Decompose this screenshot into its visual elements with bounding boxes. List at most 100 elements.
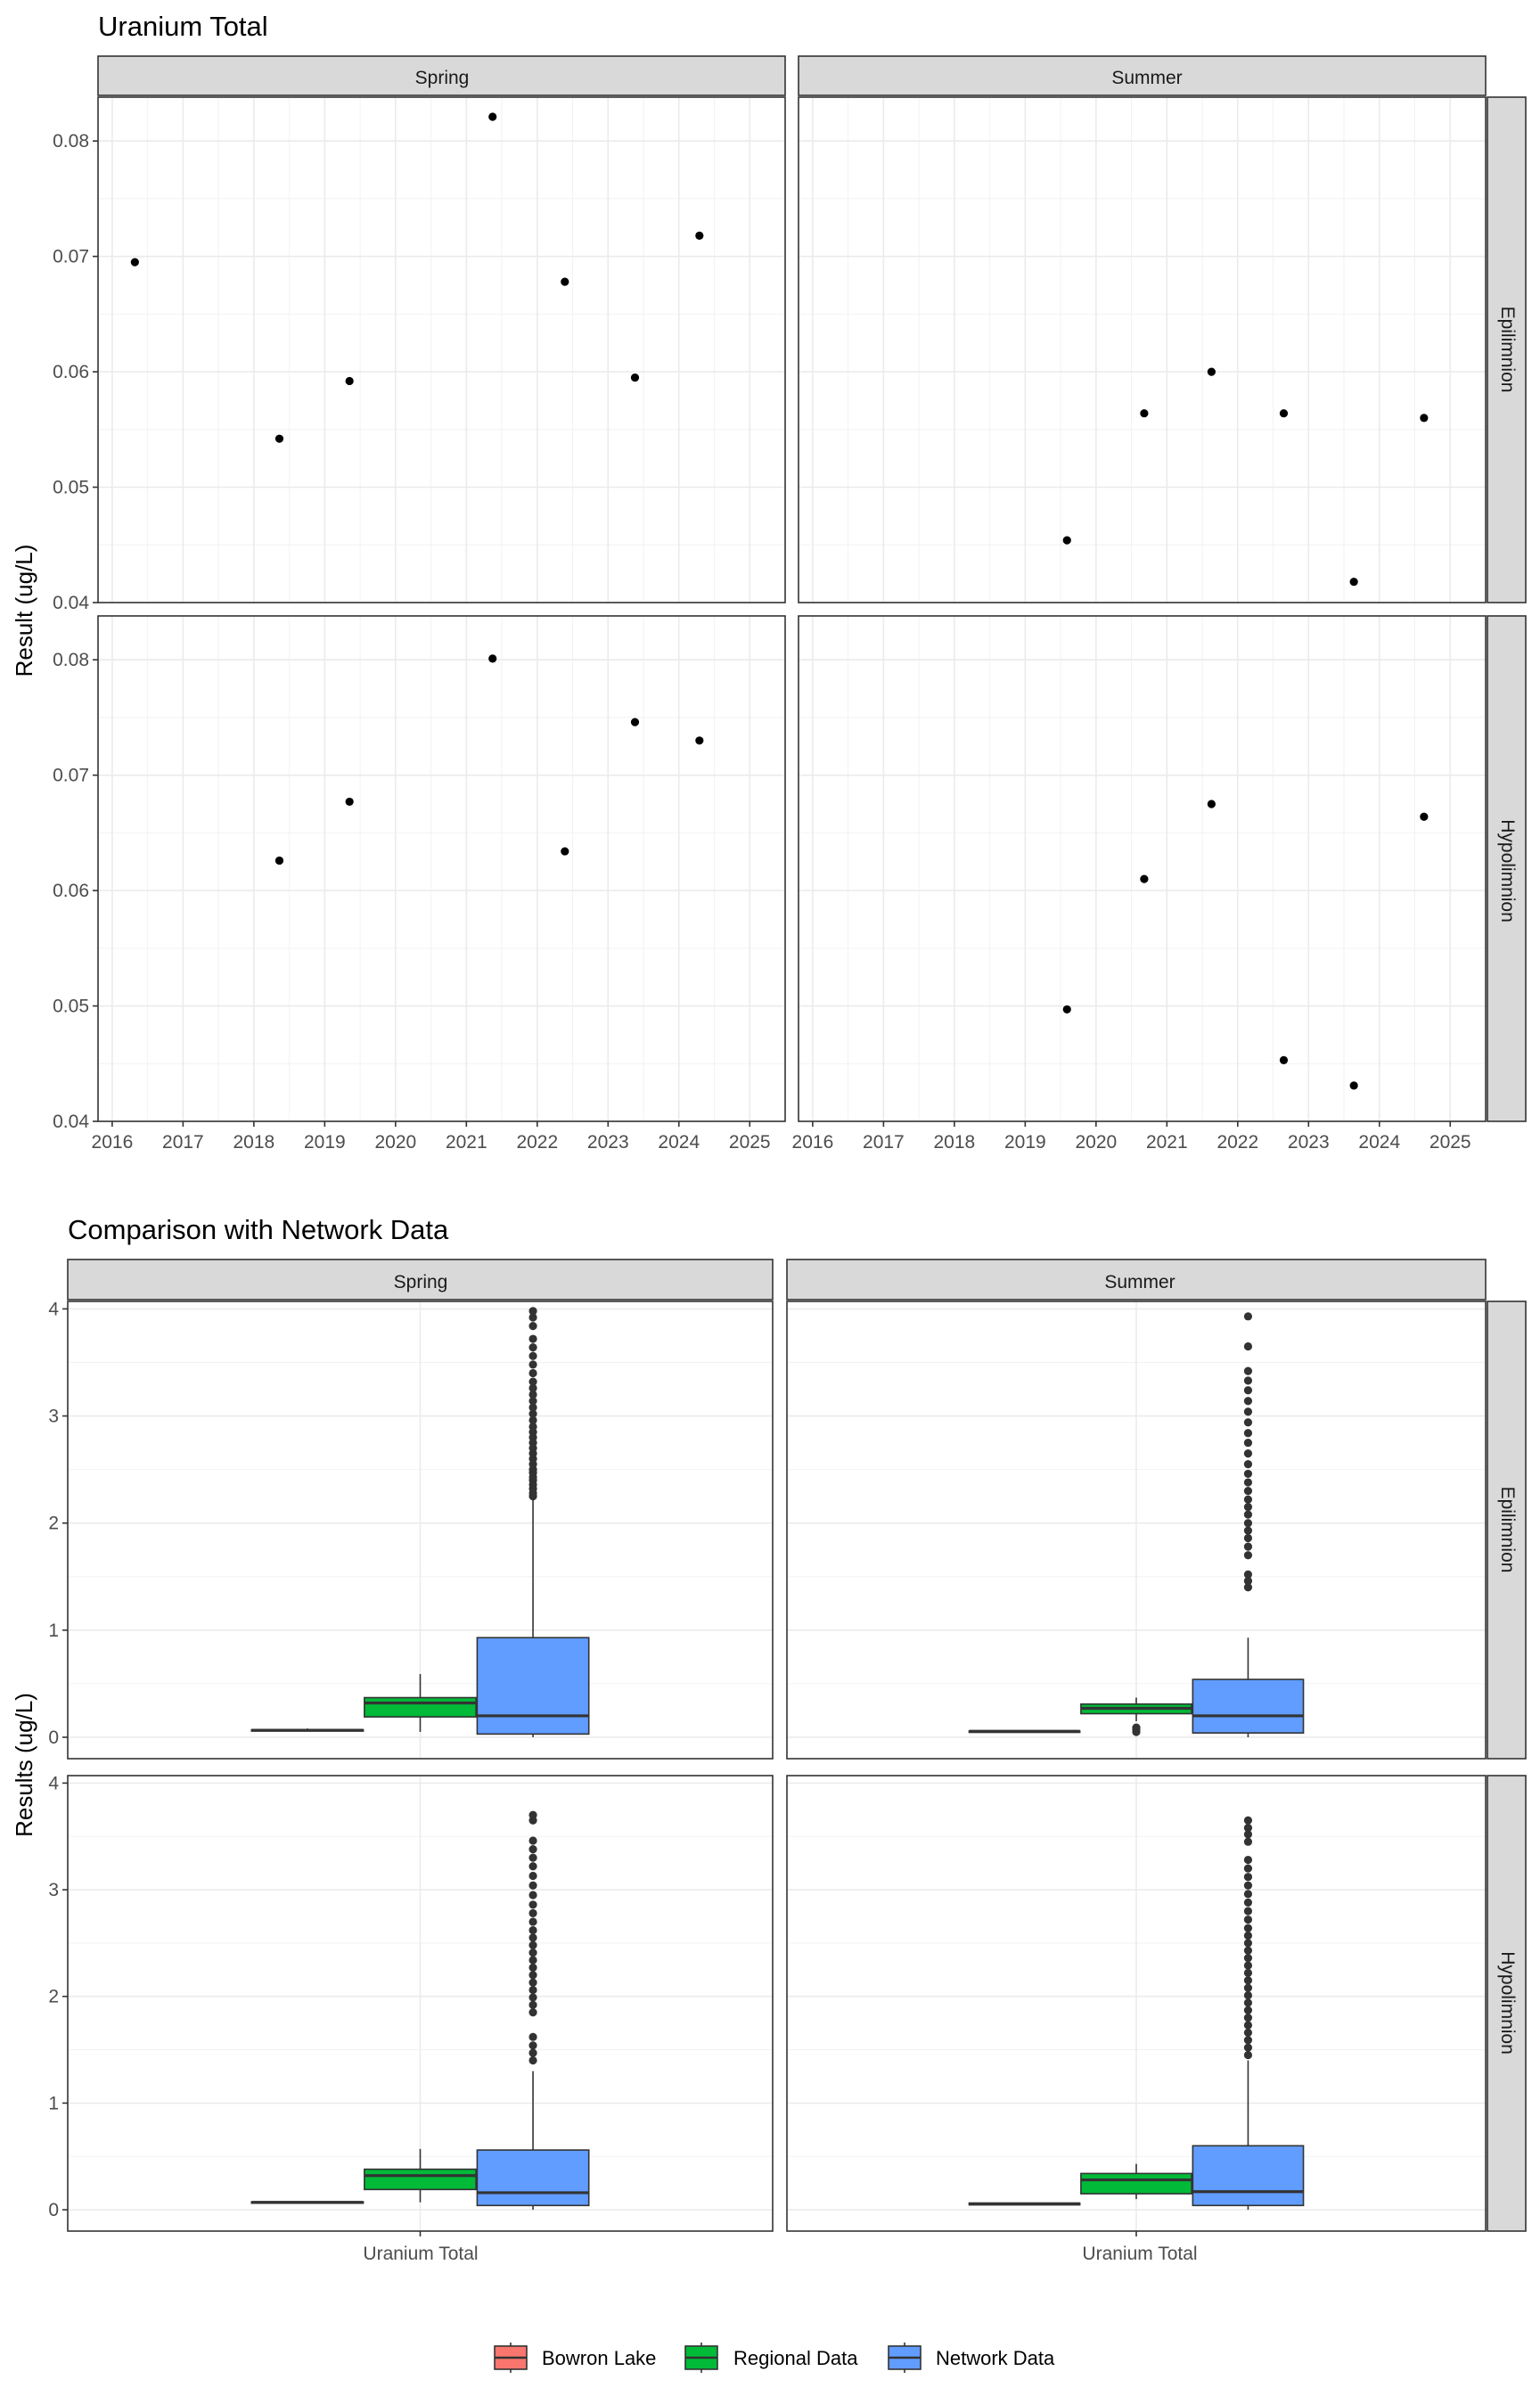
scatter-panel-summer-epilimnion (798, 96, 1487, 603)
outlier-point (1243, 1898, 1253, 1908)
outlier-point (528, 1978, 537, 1987)
outlier-point (528, 1949, 537, 1957)
x-tick-label: 2017 (162, 1132, 204, 1153)
data-point-7 (695, 231, 704, 240)
outlier-point (528, 1322, 537, 1331)
panel-border (786, 1301, 1487, 1760)
data-point-4 (561, 847, 569, 856)
data-point-6 (1420, 414, 1429, 423)
data-point-2 (1140, 409, 1149, 418)
outlier-point (1243, 1583, 1253, 1592)
outlier-point (1243, 2028, 1253, 2038)
y-tick-label: 0.04 (53, 593, 89, 613)
data-point-5 (1349, 1081, 1358, 1090)
outlier-point (528, 1307, 537, 1316)
outlier-point (528, 1853, 537, 1862)
box-body (1192, 1678, 1305, 1734)
outlier-point (1243, 1312, 1253, 1321)
outlier-point (528, 1383, 537, 1392)
panel-background (799, 616, 1486, 1121)
outlier-point (1243, 1931, 1253, 1941)
box-panel-spring-epilimnion (67, 1301, 774, 1760)
outlier-point (1132, 1723, 1141, 1732)
x-tick-label: 2020 (1075, 1132, 1117, 1153)
data-point-2 (274, 434, 284, 443)
outlier-point (528, 1900, 537, 1909)
x-tick-label: 2021 (446, 1132, 487, 1153)
x-tick-label: 2018 (934, 1132, 976, 1153)
data-point-4 (1279, 1055, 1289, 1064)
box-panel-summer-hypolimnion (786, 1775, 1487, 2232)
y-tick-label: 3 (48, 1407, 59, 1427)
y-tick-label: 0.07 (53, 766, 89, 786)
outlier-point (1243, 1864, 1253, 1873)
y-tick-label: 1 (48, 2093, 59, 2113)
y-tick-label: 0 (48, 1727, 59, 1748)
scatter-row-label-epilimnion: Epilimnion (1497, 307, 1518, 393)
box-network-data (476, 1307, 590, 1737)
outlier-point (1243, 1533, 1253, 1543)
outlier-point (528, 1941, 537, 1949)
data-point-2 (1140, 874, 1149, 883)
box-regional-data (1080, 1697, 1192, 1736)
panel-border (798, 615, 1487, 1122)
data-point-1 (1062, 1005, 1071, 1014)
outlier-point (528, 1351, 537, 1360)
y-tick-label: 0.04 (53, 1112, 89, 1132)
outlier-point (1243, 1939, 1253, 1948)
outlier-point (1243, 1386, 1253, 1395)
x-tick-label: 2023 (587, 1132, 629, 1153)
outlier-point (1243, 1460, 1253, 1469)
outlier-point (1243, 1968, 1253, 1977)
outlier-point (1243, 1961, 1253, 1970)
scatter-strip-label-spring: Spring (415, 68, 470, 88)
data-point-6 (1420, 812, 1429, 821)
data-point-5 (630, 718, 640, 726)
box-regional-data (364, 1674, 477, 1732)
outlier-point (528, 1377, 537, 1386)
data-point-5 (1349, 578, 1358, 587)
outlier-point (528, 1368, 537, 1378)
data-point-3 (1207, 367, 1216, 376)
box-network-data (476, 1810, 590, 2211)
outlier-point (528, 1810, 537, 1819)
outlier-point (1243, 1954, 1253, 1963)
outlier-point (1243, 2006, 1253, 2014)
data-point-3 (488, 654, 497, 663)
scatter-row-strip-hypolimnion (1487, 615, 1527, 1122)
legend-label-regional-data: Regional Data (733, 2347, 858, 2369)
y-tick-label: 2 (48, 1514, 59, 1534)
outlier-point (1243, 1924, 1253, 1932)
box-bowron-lake (968, 2202, 1081, 2206)
data-point-4 (488, 112, 497, 121)
outlier-point (528, 1409, 537, 1418)
outlier-point (1243, 1366, 1253, 1375)
box-panel-summer-epilimnion (786, 1301, 1487, 1760)
y-tick-label: 0 (48, 2200, 59, 2220)
box-body (476, 2149, 590, 2207)
outlier-point (1243, 1418, 1253, 1427)
outlier-point (528, 2041, 537, 2050)
x-tick-label: 2024 (658, 1132, 700, 1153)
outlier-point (528, 1871, 537, 1881)
data-point-4 (1279, 409, 1289, 418)
outlier-point (528, 1971, 537, 1980)
outlier-point (1243, 1946, 1253, 1955)
x-tick-label: 2024 (1358, 1132, 1400, 1153)
outlier-point (528, 1993, 537, 2002)
outlier-point (1243, 1469, 1253, 1479)
scatter-strip-summer (798, 55, 1487, 96)
scatter-panel-spring-hypolimnion (97, 615, 786, 1122)
outlier-point (1243, 1990, 1253, 2000)
outlier-point (528, 1933, 537, 1942)
outlier-point (1243, 1983, 1253, 1992)
outlier-point (1243, 1570, 1253, 1579)
box-body (1192, 2145, 1305, 2207)
outlier-point (1243, 1519, 1253, 1528)
box-strip-spring (67, 1259, 774, 1301)
outlier-point (1243, 1824, 1253, 1833)
box-bowron-lake (250, 1728, 365, 1732)
outlier-point (1243, 1376, 1253, 1385)
box-bowron-lake (250, 2201, 365, 2204)
